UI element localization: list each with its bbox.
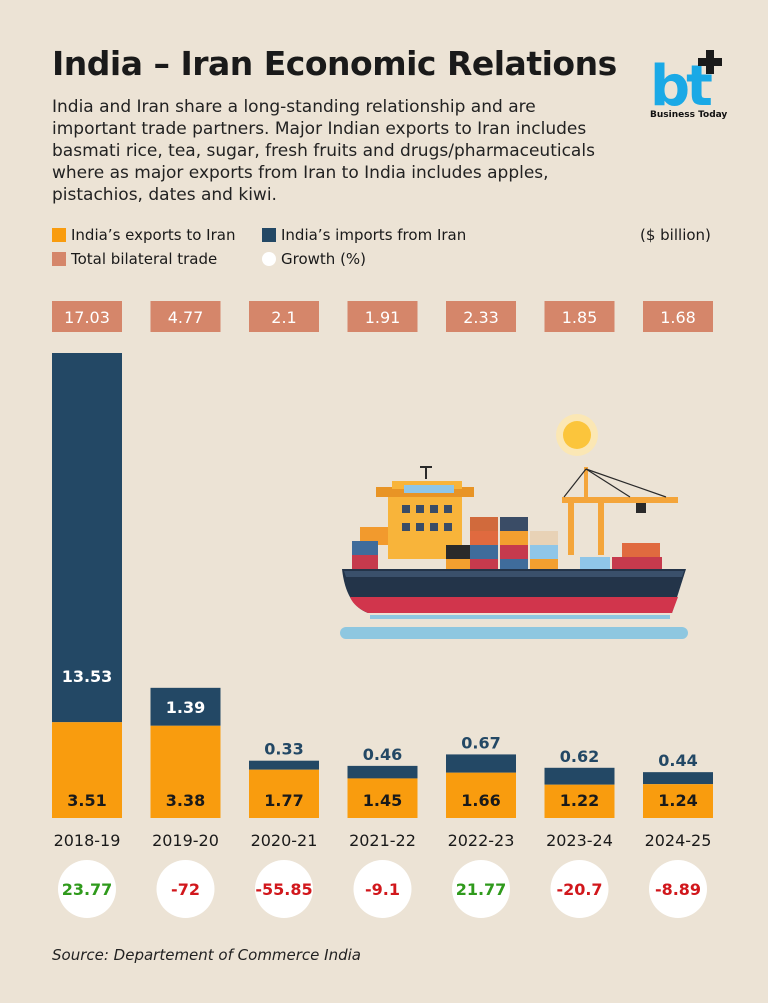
imports-value-label: 0.67	[461, 733, 500, 752]
exports-value-label: 1.24	[658, 791, 697, 810]
growth-label: -20.7	[556, 880, 602, 899]
bar-exports	[347, 778, 418, 818]
growth-label: -9.1	[365, 880, 400, 899]
page-subtitle: India and Iran share a long-standing rel…	[52, 97, 595, 205]
bar-imports	[52, 353, 122, 723]
legend-item-growth: Growth (%)	[262, 250, 366, 268]
growth-circle	[58, 860, 116, 918]
cargo-ship-illustration	[340, 414, 688, 639]
logo-text: Business Today	[650, 110, 728, 120]
x-tick-label: 2020-21	[251, 831, 318, 850]
total-label: 2.1	[271, 308, 296, 327]
bar-imports	[446, 754, 516, 773]
growth-circles: 23.77 -72 -55.85 -9.1 21.77 -20.7 -8.89	[58, 860, 707, 918]
imports-value-label: 13.53	[62, 667, 113, 686]
growth-label: -72	[171, 880, 200, 899]
legend-swatch-imports	[262, 228, 276, 242]
legend-item-imports: India’s imports from Iran	[262, 226, 466, 244]
bar-imports	[249, 760, 319, 770]
x-tick-label: 2021-22	[349, 831, 416, 850]
growth-circle	[649, 860, 707, 918]
bar-imports	[643, 772, 713, 785]
containers-icon	[352, 517, 662, 571]
growth-label: 21.77	[456, 880, 507, 899]
total-trade-labels: 17.03 4.77 2.1 1.91 2.33 1.85 1.68	[52, 301, 713, 332]
bar-exports	[150, 725, 221, 818]
legend-swatch-total	[52, 252, 66, 266]
x-axis-labels: 2018-19 2019-20 2020-21 2021-22 2022-23 2023-…	[54, 831, 712, 850]
x-tick-label: 2018-19	[54, 831, 121, 850]
growth-label: -55.85	[255, 880, 312, 899]
exports-value-label: 1.77	[264, 791, 303, 810]
bar-imports	[544, 767, 615, 785]
x-tick-label: 2019-20	[152, 831, 219, 850]
total-box	[347, 301, 418, 332]
sun-icon	[563, 421, 591, 449]
legend-swatch-exports	[52, 228, 66, 242]
legend-label-total: Total bilateral trade	[71, 250, 218, 268]
exports-value-label: 1.66	[461, 791, 500, 810]
bar-imports	[347, 765, 418, 779]
page-title: India – Iran Economic Relations	[52, 44, 617, 83]
bar-exports	[249, 769, 319, 818]
growth-circle	[550, 860, 609, 918]
growth-label: -8.89	[655, 880, 701, 899]
x-tick-label: 2023-24	[546, 831, 613, 850]
bar-exports	[52, 722, 122, 818]
ship-hull-icon	[340, 569, 688, 639]
bt-logo-icon: bt	[650, 50, 722, 119]
total-label: 4.77	[168, 308, 204, 327]
imports-value-label: 0.46	[363, 745, 402, 764]
exports-value-label: 1.45	[363, 791, 402, 810]
growth-circle	[255, 860, 313, 918]
imports-value-label: 0.62	[560, 747, 599, 766]
legend-item-exports: India’s exports to Iran	[52, 226, 235, 244]
legend-label-exports: India’s exports to Iran	[71, 226, 236, 244]
total-box	[643, 301, 713, 332]
imports-value-label: 1.39	[166, 698, 205, 717]
growth-circle	[156, 860, 215, 918]
growth-circle	[452, 860, 510, 918]
x-tick-label: 2022-23	[448, 831, 515, 850]
total-label: 1.85	[562, 308, 598, 327]
bar-exports	[544, 784, 615, 818]
total-label: 1.68	[660, 308, 696, 327]
x-tick-label: 2024-25	[645, 831, 712, 850]
total-label: 2.33	[463, 308, 499, 327]
total-box	[249, 301, 319, 332]
bar-exports	[643, 784, 713, 818]
exports-value-label: 1.22	[560, 791, 599, 810]
legend-item-total: Total bilateral trade	[52, 250, 217, 268]
total-label: 17.03	[64, 308, 110, 327]
imports-value-label: 0.33	[264, 740, 303, 759]
exports-value-label: 3.38	[166, 791, 205, 810]
growth-label: 23.77	[62, 880, 113, 899]
total-label: 1.91	[365, 308, 401, 327]
total-box	[150, 301, 221, 332]
total-box	[446, 301, 516, 332]
crane-icon	[562, 467, 678, 555]
legend-label-imports: India’s imports from Iran	[281, 226, 467, 244]
legend-label-growth: Growth (%)	[281, 250, 367, 268]
total-box	[544, 301, 615, 332]
total-box	[52, 301, 122, 332]
growth-circle	[353, 860, 412, 918]
bars: 3.51 13.53 3.38 1.39 1.77 0.33 1.45 0.46 1.66 0.6…	[52, 353, 713, 818]
exports-value-label: 3.51	[67, 791, 106, 810]
source-note: Source: Departement of Commerce India	[52, 946, 361, 964]
bar-imports	[150, 687, 221, 726]
legend-swatch-growth	[262, 252, 276, 266]
imports-value-label: 0.44	[658, 751, 697, 770]
unit-label: ($ billion)	[640, 226, 711, 244]
bar-exports	[446, 772, 516, 818]
